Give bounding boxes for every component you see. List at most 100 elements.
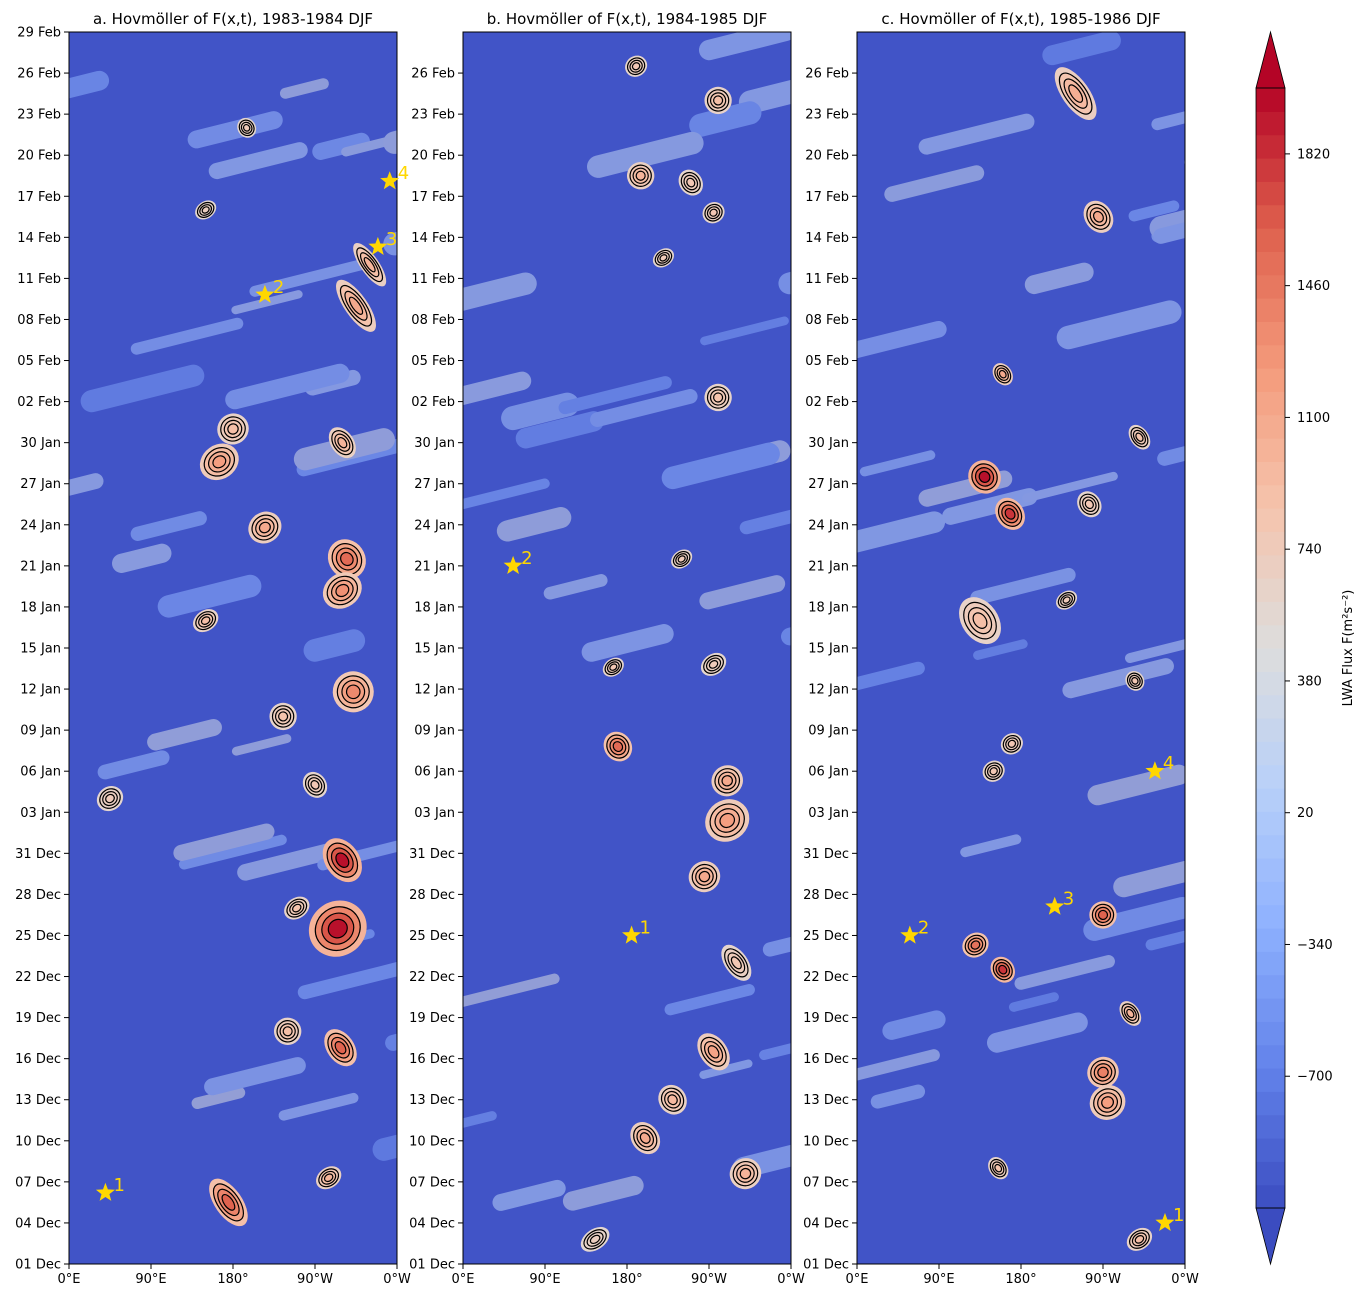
colorbar-segment: [1256, 344, 1285, 369]
flux-contour: [994, 1163, 1003, 1173]
colorbar-segment: [1256, 181, 1285, 206]
flux-contour: [1126, 1008, 1135, 1019]
flux-contour: [667, 1094, 678, 1106]
flux-contour: [721, 775, 733, 787]
event-star-label: 1: [640, 917, 651, 938]
flux-blob: [336, 279, 376, 332]
flux-streak: [279, 78, 329, 99]
flux-blob: [652, 248, 674, 268]
flux-contour: [998, 369, 1007, 379]
colorbar-segment: [1256, 438, 1285, 462]
flux-contour: [708, 660, 719, 669]
flux-contour: [348, 296, 364, 315]
flux-blob: [273, 1017, 302, 1045]
flux-streak: [857, 661, 925, 691]
y-tick-label: 08 Feb: [411, 313, 455, 328]
flux-contour: [1092, 210, 1104, 223]
y-tick-label: 29 Feb: [17, 26, 61, 41]
y-tick-label: 18 Jan: [414, 600, 455, 615]
flux-streak: [492, 1179, 566, 1211]
y-tick-label: 20 Feb: [411, 149, 455, 164]
flux-blob: [697, 1033, 730, 1071]
event-star-label: 4: [398, 163, 409, 184]
colorbar-segment: [1256, 834, 1285, 859]
y-tick-label: 06 Jan: [808, 765, 849, 780]
flux-contour: [998, 964, 1008, 975]
y-tick-label: 30 Jan: [808, 436, 849, 451]
colorbar-segment: [1256, 881, 1285, 906]
flux-blob: [704, 383, 732, 412]
flux-contour: [200, 616, 211, 625]
flux-blob: [625, 55, 648, 77]
y-tick-label: 15 Jan: [20, 642, 61, 657]
flux-streak: [738, 79, 791, 114]
flux-streak: [341, 136, 395, 157]
flux-blob: [603, 731, 633, 762]
flux-streak: [759, 1043, 791, 1061]
event-star-marker: [503, 555, 523, 574]
flux-contour: [972, 612, 988, 629]
flux-streak: [204, 1057, 306, 1096]
flux-streak: [237, 841, 346, 881]
y-tick-label: 17 Feb: [411, 190, 455, 205]
flux-contour: [739, 1167, 752, 1180]
y-tick-label: 21 Jan: [808, 559, 849, 574]
y-tick-label: 24 Jan: [808, 518, 849, 533]
y-tick-label: 27 Jan: [414, 477, 455, 492]
flux-blob: [1077, 491, 1102, 518]
flux-contour: [639, 1132, 651, 1144]
flux-contour: [310, 780, 320, 790]
y-tick-label: 10 Dec: [15, 1134, 61, 1149]
flux-blob: [700, 652, 727, 676]
flux-blob: [269, 702, 297, 731]
colorbar-segment: [1256, 531, 1285, 556]
panels: a. Hovmöller of F(x,t), 1983-1984 DJF 0°E…: [15, 10, 1199, 1287]
colorbar-segment: [1256, 928, 1285, 952]
y-tick-label: 19 Dec: [409, 1011, 455, 1026]
flux-contour: [212, 455, 227, 469]
x-tick-label: 0°W: [383, 1272, 411, 1287]
flux-streak: [700, 316, 789, 346]
flux-streak: [987, 1012, 1088, 1053]
event-star-label: 1: [113, 1175, 124, 1196]
flux-streak: [463, 272, 537, 311]
y-tick-label: 31 Dec: [803, 847, 849, 862]
y-tick-label: 05 Feb: [411, 354, 455, 369]
flux-contour: [242, 123, 251, 132]
flux-streak: [1124, 639, 1185, 664]
flux-blob: [678, 169, 703, 196]
flux-streak: [69, 70, 110, 99]
colorbar-tick-label: 20: [1297, 806, 1314, 821]
event-star-label: 2: [273, 277, 284, 298]
flux-blob: [327, 539, 366, 579]
flux-blob: [302, 771, 328, 798]
y-tick-label: 07 Dec: [15, 1175, 61, 1190]
y-tick-label: 03 Jan: [414, 806, 455, 821]
flux-blob: [1089, 1084, 1126, 1120]
event-star-label: 3: [1063, 889, 1074, 910]
flux-streak: [157, 574, 262, 618]
flux-contour: [335, 852, 350, 868]
y-tick-label: 23 Feb: [17, 108, 61, 123]
y-tick-label: 30 Jan: [20, 436, 61, 451]
x-tick-label: 180°: [217, 1272, 248, 1287]
y-tick-label: 17 Feb: [805, 190, 849, 205]
y-tick-label: 12 Jan: [414, 683, 455, 698]
flux-blob: [988, 1157, 1009, 1180]
colorbar-segment: [1256, 321, 1285, 346]
colorbar-segment: [1256, 1114, 1285, 1139]
flux-contour: [363, 257, 376, 273]
y-tick-label: 13 Dec: [15, 1093, 61, 1108]
colorbar-segment: [1256, 1021, 1285, 1046]
y-tick-label: 26 Feb: [17, 67, 61, 82]
colorbar-extend-min: [1255, 1207, 1286, 1266]
flux-blob: [711, 765, 743, 797]
flux-blob: [324, 1029, 357, 1067]
flux-streak: [733, 1144, 791, 1179]
colorbar-segment: [1256, 694, 1285, 719]
y-tick-label: 02 Feb: [805, 395, 849, 410]
flux-streak: [187, 111, 283, 149]
flux-contour: [1004, 507, 1016, 520]
colorbar-segment: [1256, 251, 1285, 276]
y-tick-label: 18 Jan: [808, 600, 849, 615]
